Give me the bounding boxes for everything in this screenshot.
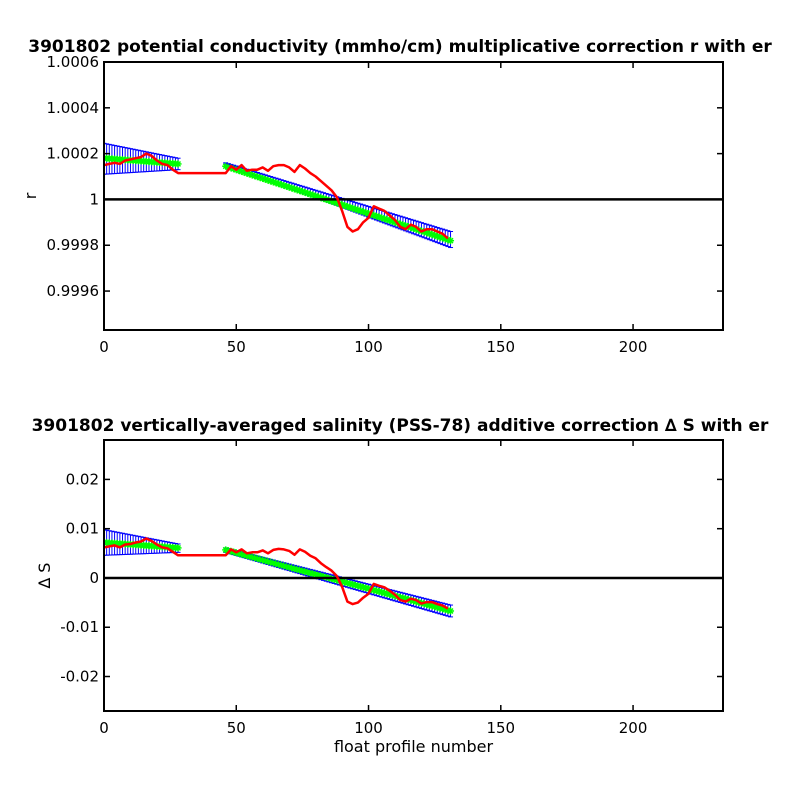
top-y-tick-label: 0.9996	[47, 282, 100, 300]
top-y-axis-label: r	[21, 192, 40, 199]
top-x-tick-label: 0	[99, 338, 109, 356]
bottom-chart: 3901802 vertically-averaged salinity (PS…	[32, 416, 769, 756]
top-x-tick-label: 150	[486, 338, 515, 356]
bottom-y-tick-label: 0.02	[66, 470, 99, 488]
bottom-chart-title: 3901802 vertically-averaged salinity (PS…	[32, 416, 769, 436]
top-x-tick-label: 50	[227, 338, 246, 356]
top-x-tick-label: 100	[354, 338, 383, 356]
bottom-x-tick-label: 100	[354, 719, 383, 737]
bottom-y-tick-label: -0.02	[60, 668, 99, 686]
bottom-y-tick-label: -0.01	[60, 618, 99, 636]
bottom-axes-box	[103, 439, 724, 712]
bottom-y-tick-label: 0.01	[66, 520, 99, 538]
bottom-profile-line	[104, 537, 449, 610]
bottom-x-tick-label: 150	[486, 719, 515, 737]
top-fit-marker	[447, 237, 455, 245]
top-y-tick-label: 1.0002	[47, 145, 100, 163]
top-axes-box	[103, 61, 724, 331]
bottom-x-tick-label: 50	[227, 719, 246, 737]
bottom-y-axis-label: ∆ S	[35, 563, 54, 590]
bottom-x-tick-label: 0	[99, 719, 109, 737]
top-chart: 3901802 potential conductivity (mmho/cm)…	[21, 37, 772, 356]
bottom-fit-marker	[447, 607, 455, 615]
top-plot-area	[104, 142, 723, 249]
top-profile-line	[104, 152, 449, 240]
top-y-tick-label: 1.0006	[47, 53, 100, 71]
bottom-x-tick-label: 200	[619, 719, 648, 737]
top-chart-title: 3901802 potential conductivity (mmho/cm)…	[28, 37, 772, 57]
bottom-y-tick-label: 0	[89, 569, 99, 587]
bottom-plot-area	[104, 529, 723, 618]
bottom-fit-marker	[174, 544, 182, 552]
top-fit-marker	[174, 160, 182, 168]
top-y-tick-label: 1	[89, 190, 99, 208]
top-y-tick-label: 1.0004	[47, 99, 100, 117]
bottom-x-axis-label: float profile number	[334, 737, 494, 756]
top-y-tick-label: 0.9998	[47, 236, 100, 254]
top-x-tick-label: 200	[619, 338, 648, 356]
